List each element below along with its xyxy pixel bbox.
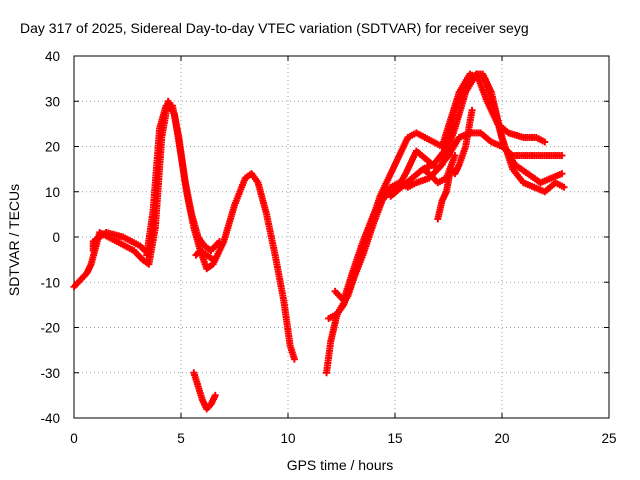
x-tick-label: 15 xyxy=(387,431,402,446)
y-tick-label: -10 xyxy=(40,275,60,290)
data-point xyxy=(558,152,566,160)
y-tick-label: 0 xyxy=(52,230,60,245)
y-tick-label: 40 xyxy=(45,49,60,64)
data-point xyxy=(541,138,549,146)
x-axis-ticks: 0 5 10 15 20 25 xyxy=(70,56,617,446)
y-tick-label: -30 xyxy=(40,366,60,381)
y-axis-label: SDTVAR / TECUs xyxy=(6,184,22,296)
data-point xyxy=(468,106,476,114)
data-point xyxy=(290,355,298,363)
chart-title: Day 317 of 2025, Sidereal Day-to-day VTE… xyxy=(20,20,529,36)
data-point xyxy=(558,170,566,178)
x-tick-label: 0 xyxy=(70,431,78,446)
grid-lines xyxy=(74,56,609,418)
x-axis-label: GPS time / hours xyxy=(287,457,394,473)
y-tick-label: -40 xyxy=(40,411,60,426)
data-point xyxy=(560,183,568,191)
y-tick-label: -20 xyxy=(40,321,60,336)
y-tick-label: 20 xyxy=(45,140,60,155)
y-axis-ticks: -40 -30 -20 -10 0 10 20 30 40 xyxy=(40,49,609,426)
data-points xyxy=(70,70,568,413)
x-tick-label: 20 xyxy=(494,431,509,446)
data-point xyxy=(141,247,149,255)
x-tick-label: 10 xyxy=(280,431,295,446)
data-point xyxy=(216,238,224,246)
x-tick-label: 25 xyxy=(601,431,616,446)
y-tick-label: 30 xyxy=(45,94,60,109)
data-point xyxy=(209,256,217,264)
y-tick-label: 10 xyxy=(45,185,60,200)
data-point xyxy=(451,152,459,160)
x-tick-label: 5 xyxy=(177,431,185,446)
data-point xyxy=(211,391,219,399)
